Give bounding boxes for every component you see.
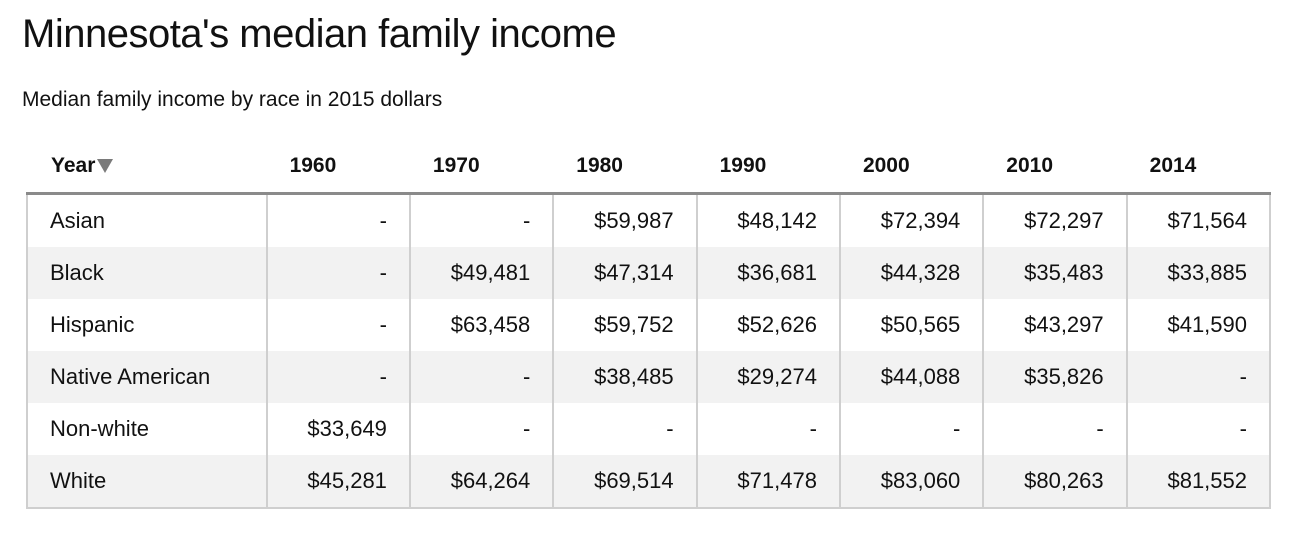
income-cell: $33,649 <box>266 403 411 455</box>
income-cell: $69,514 <box>553 455 698 509</box>
income-cell: $50,565 <box>839 299 985 351</box>
income-cell: $59,752 <box>553 299 698 351</box>
income-cell: - <box>266 193 411 247</box>
income-table: Year 1960 1970 1980 1990 2000 2010 2014 … <box>26 140 1272 509</box>
income-cell: $29,274 <box>696 351 841 403</box>
income-cell: - <box>1126 403 1272 455</box>
row-label: Black <box>26 247 268 299</box>
page-subtitle: Median family income by race in 2015 dol… <box>22 88 443 111</box>
row-label: White <box>26 455 268 509</box>
income-cell: $35,826 <box>983 351 1128 403</box>
income-cell: $52,626 <box>696 299 841 351</box>
income-cell: $44,328 <box>839 247 985 299</box>
table-row: Hispanic - $63,458 $59,752 $52,626 $50,565 $43… <box>26 299 1272 351</box>
income-cell: - <box>553 403 698 455</box>
column-header-2010[interactable]: 2010 <box>983 140 1127 195</box>
income-cell: $36,681 <box>696 247 841 299</box>
table-body: Asian - - $59,987 $48,142 $72,394 $72,297 $71,5… <box>26 193 1272 509</box>
income-cell: $33,885 <box>1126 247 1272 299</box>
income-cell: $80,263 <box>983 455 1128 509</box>
table-row: Asian - - $59,987 $48,142 $72,394 $72,297 $71,5… <box>26 193 1272 247</box>
column-header-1990[interactable]: 1990 <box>696 140 840 195</box>
column-header-2000[interactable]: 2000 <box>839 140 984 195</box>
row-label: Non-white <box>26 403 268 455</box>
year-sort-header[interactable]: Year <box>27 140 267 195</box>
income-cell: $59,987 <box>553 193 698 247</box>
column-header-2014[interactable]: 2014 <box>1126 140 1270 195</box>
table-header-row: Year 1960 1970 1980 1990 2000 2010 2014 <box>27 140 1270 195</box>
row-label: Asian <box>26 193 268 247</box>
income-cell: - <box>409 403 555 455</box>
income-cell: - <box>839 403 985 455</box>
income-cell: $48,142 <box>696 193 841 247</box>
income-cell: $45,281 <box>266 455 411 509</box>
table-row: Black - $49,481 $47,314 $36,681 $44,328 $35,48… <box>26 247 1272 299</box>
row-label: Hispanic <box>26 299 268 351</box>
income-cell: - <box>696 403 841 455</box>
income-cell: - <box>409 193 555 247</box>
income-cell: $49,481 <box>409 247 555 299</box>
table-row: Non-white $33,649- - - - - - <box>26 403 1272 455</box>
column-header-1960[interactable]: 1960 <box>266 140 410 195</box>
income-cell: - <box>409 351 555 403</box>
table-row: White $45,281 $64,264 $69,514 $71,478 $83,060… <box>26 455 1272 509</box>
income-cell: - <box>266 247 411 299</box>
table-row: Native American - - $38,485 $29,274 $44,088 $3… <box>26 351 1272 403</box>
income-cell: $38,485 <box>553 351 698 403</box>
income-cell: $71,478 <box>696 455 841 509</box>
income-cell: $72,297 <box>983 193 1128 247</box>
income-cell: $63,458 <box>409 299 555 351</box>
income-cell: $44,088 <box>839 351 985 403</box>
income-cell: - <box>1126 351 1272 403</box>
income-cell: $81,552 <box>1126 455 1272 509</box>
income-cell: $43,297 <box>983 299 1128 351</box>
income-cell: $83,060 <box>839 455 985 509</box>
income-cell: $41,590 <box>1126 299 1272 351</box>
income-cell: - <box>266 299 411 351</box>
row-label: Native American <box>26 351 268 403</box>
income-cell: - <box>983 403 1128 455</box>
column-header-1980[interactable]: 1980 <box>553 140 697 195</box>
year-header-label: Year <box>51 154 96 177</box>
sort-descending-icon <box>97 159 114 173</box>
income-cell: $71,564 <box>1126 193 1272 247</box>
page-title: Minnesota's median family income <box>22 12 617 56</box>
income-cell: $47,314 <box>553 247 698 299</box>
income-cell: $72,394 <box>839 193 985 247</box>
income-cell: $64,264 <box>409 455 555 509</box>
income-cell: $35,483 <box>983 247 1128 299</box>
column-header-1970[interactable]: 1970 <box>409 140 554 195</box>
income-cell: - <box>266 351 411 403</box>
